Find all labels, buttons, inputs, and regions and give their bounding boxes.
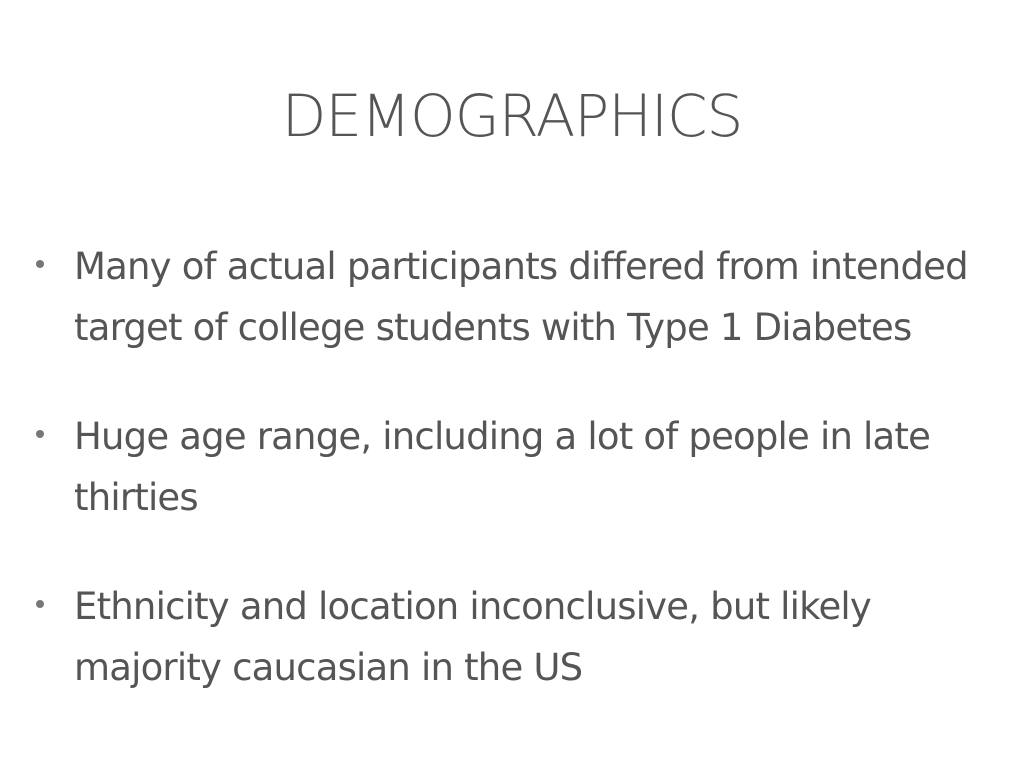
bullet-dot-icon: [36, 260, 44, 268]
bullet-item: Many of actual participants differed fro…: [30, 236, 990, 358]
slide-title: DEMOGRAPHICS: [281, 82, 744, 150]
bullet-item: Huge age range, including a lot of peopl…: [30, 406, 990, 528]
bullet-dot-icon: [36, 430, 44, 438]
bullet-list: Many of actual participants differed fro…: [30, 236, 990, 746]
bullet-item: Ethnicity and location inconclusive, but…: [30, 576, 990, 698]
bullet-text: Many of actual participants differed fro…: [74, 245, 969, 349]
bullet-text: Huge age range, including a lot of peopl…: [74, 415, 931, 519]
bullet-text: Ethnicity and location inconclusive, but…: [74, 585, 872, 689]
bullet-dot-icon: [36, 600, 44, 608]
